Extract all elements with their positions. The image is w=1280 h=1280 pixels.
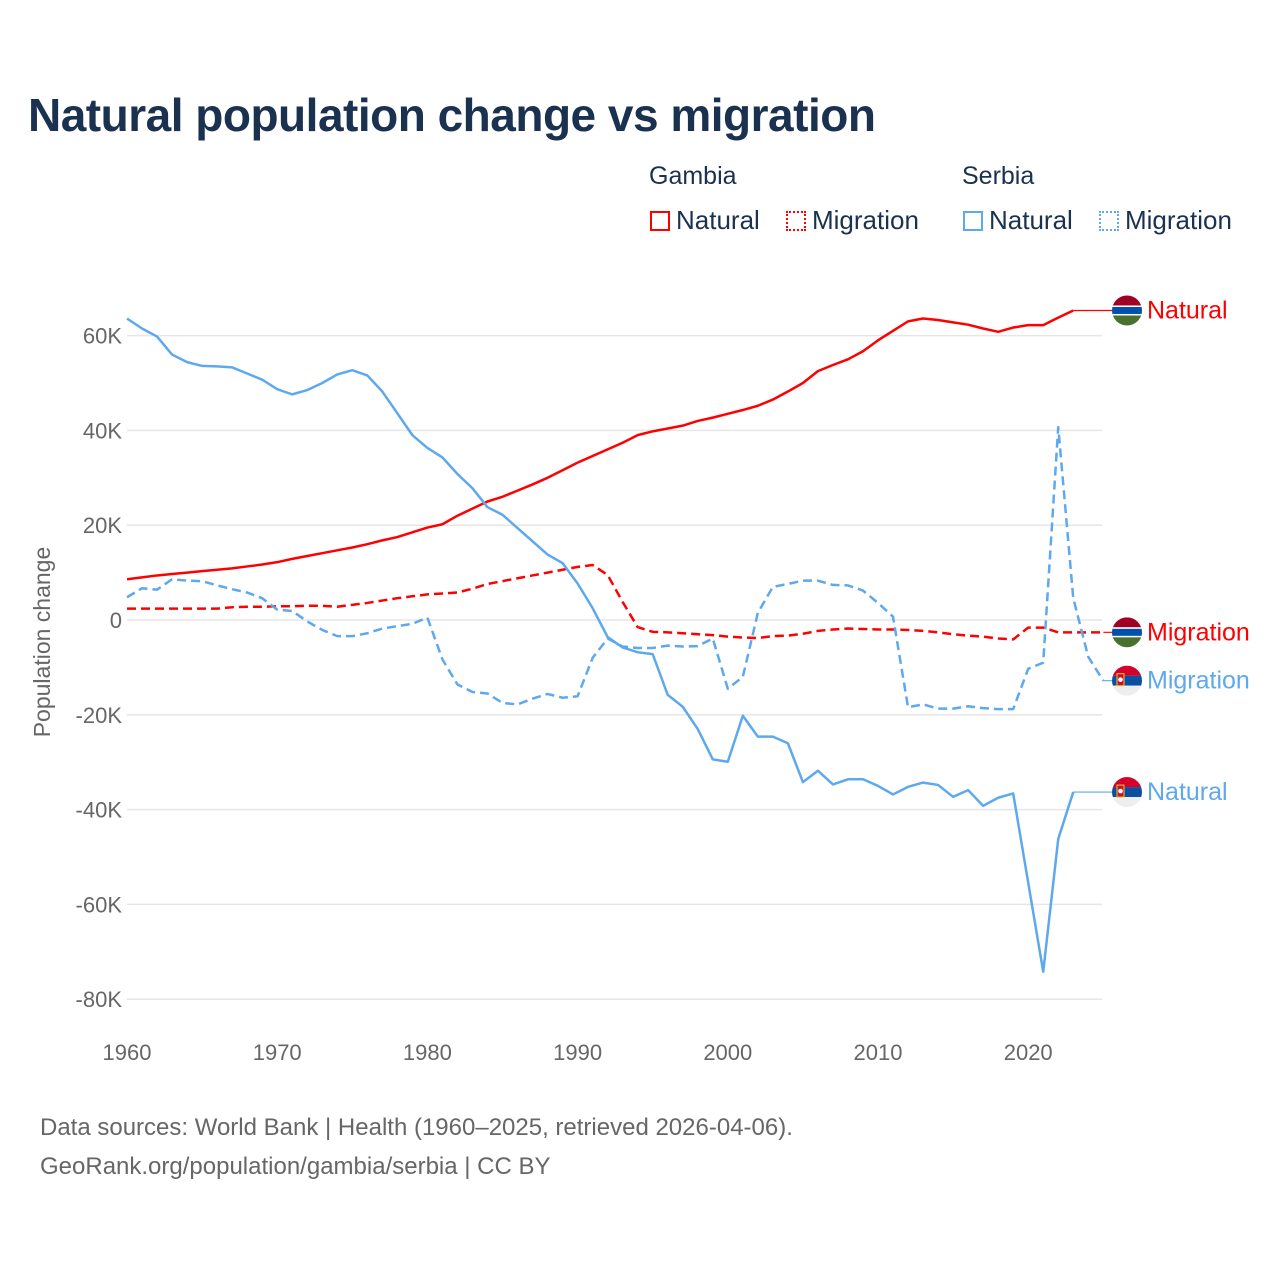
- serbia-flag-icon: [1112, 777, 1142, 808]
- footer-credit: GeoRank.org/population/gambia/serbia | C…: [40, 1153, 551, 1180]
- legend-swatch-solid: [650, 210, 670, 231]
- legend-serbia-natural[interactable]: Natural: [963, 205, 1073, 236]
- x-tick-label: 1960: [103, 1040, 152, 1065]
- legend-group-gambia: Gambia: [649, 162, 737, 190]
- series-line-gambia-migration: [127, 563, 1104, 641]
- end-label: Natural: [1147, 296, 1228, 324]
- legend-gambia-migration[interactable]: Migration: [786, 205, 919, 236]
- y-tick-label: -80K: [76, 987, 123, 1012]
- legend-label: Migration: [812, 205, 919, 235]
- footer: Data sources: World Bank | Health (1960–…: [40, 1108, 793, 1186]
- y-tick-label: 60K: [83, 324, 122, 349]
- x-tick-label: 2020: [1004, 1040, 1053, 1065]
- x-tick-label: 2000: [703, 1040, 752, 1065]
- legend-swatch-solid: [963, 210, 983, 231]
- x-tick-label: 2010: [854, 1040, 903, 1065]
- x-tick-label: 1970: [253, 1040, 302, 1065]
- end-label: Migration: [1147, 667, 1250, 695]
- y-tick-label: 40K: [83, 418, 122, 443]
- legend-label: Natural: [989, 205, 1073, 235]
- legend-gambia-natural[interactable]: Natural: [650, 205, 760, 236]
- series-line-serbia-migration: [126, 425, 1105, 711]
- y-tick-label: -60K: [76, 892, 123, 917]
- gambia-flag-icon: [1112, 617, 1142, 648]
- legend-swatch-dotted: [786, 210, 806, 231]
- y-axis-label: Population change: [29, 547, 55, 738]
- legend-swatch-dotted: [1099, 210, 1119, 231]
- serbia-flag-icon: [1112, 665, 1142, 696]
- chart-title: Natural population change vs migration: [28, 89, 876, 141]
- footer-sources: Data sources: World Bank | Health (1960–…: [40, 1114, 793, 1141]
- legend-group-serbia: Serbia: [962, 162, 1035, 190]
- legend-label: Natural: [676, 205, 760, 235]
- series-line-serbia-natural: [126, 317, 1075, 973]
- y-tick-label: -20K: [76, 703, 123, 728]
- legend-label: Migration: [1125, 205, 1232, 235]
- end-label: Natural: [1147, 778, 1228, 806]
- series-line-gambia-natural: [126, 309, 1074, 581]
- y-tick-label: -40K: [76, 798, 123, 823]
- y-tick-label: 20K: [83, 513, 122, 538]
- x-tick-label: 1990: [553, 1040, 602, 1065]
- end-label: Migration: [1147, 618, 1250, 646]
- gambia-flag-icon: [1112, 295, 1142, 326]
- legend-serbia-migration[interactable]: Migration: [1099, 205, 1232, 236]
- y-tick-label: 0: [110, 608, 122, 633]
- x-tick-label: 1980: [403, 1040, 452, 1065]
